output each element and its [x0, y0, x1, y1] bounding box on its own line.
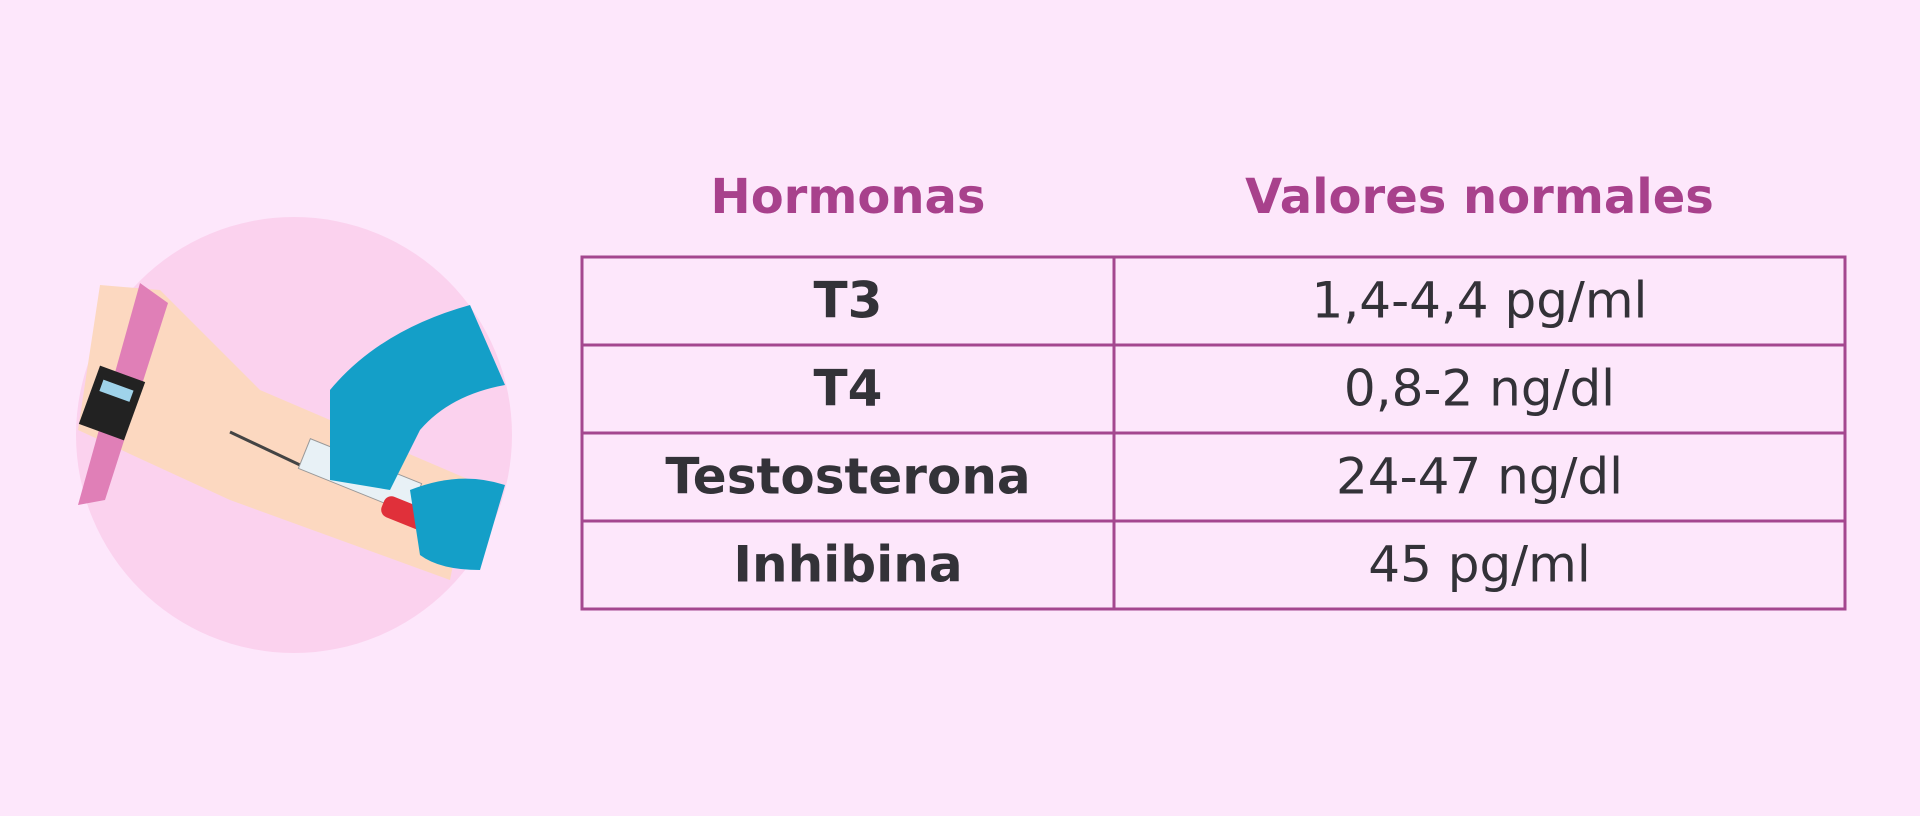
- value-cell: 0,8-2 ng/dl: [1344, 360, 1615, 418]
- glove-upper: [330, 305, 505, 490]
- hormone-cell: T4: [814, 360, 883, 418]
- glove-lower: [410, 478, 505, 570]
- column-header: Valores normales: [1245, 169, 1714, 225]
- buckle: [78, 365, 146, 441]
- value-cell: 45 pg/ml: [1368, 536, 1590, 594]
- hormone-cell: T3: [814, 272, 883, 330]
- value-cell: 24-47 ng/dl: [1336, 448, 1623, 506]
- arm: [78, 285, 470, 580]
- value-cell: 1,4-4,4 pg/ml: [1312, 272, 1648, 330]
- table: Hormonas Valores normales T3 1,4-4,4 pg/ml T…: [580, 169, 1847, 611]
- hormone-cell: Testosterona: [665, 448, 1030, 506]
- needle: [229, 430, 301, 467]
- illustration: [76, 217, 512, 653]
- hormone-cell: Inhibina: [733, 536, 962, 594]
- buckle-stripe: [99, 379, 134, 402]
- column-header: Hormonas: [711, 169, 986, 225]
